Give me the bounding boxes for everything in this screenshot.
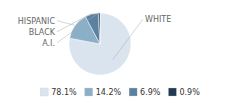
- pie-slice: [69, 13, 131, 75]
- legend-item: 78.1%: [40, 88, 77, 97]
- legend-label: 78.1%: [51, 88, 77, 97]
- legend-item: 14.2%: [85, 88, 122, 97]
- leader-line: [57, 21, 75, 25]
- slice-label: A.I.: [42, 39, 55, 48]
- chart: HISPANIC BLACK A.I. WHITE 78.1% 14.2% 6.9% 0.9%: [0, 0, 240, 100]
- legend-swatch: [85, 88, 93, 96]
- slice-label: BLACK: [29, 28, 56, 37]
- legend-label: 6.9%: [140, 88, 161, 97]
- legend-item: 6.9%: [129, 88, 161, 97]
- legend-swatch: [40, 88, 48, 96]
- leader-line: [57, 12, 99, 42]
- legend-label: 0.9%: [179, 88, 200, 97]
- legend-item: 0.9%: [168, 88, 200, 97]
- slice-label: HISPANIC: [18, 17, 56, 26]
- legend-swatch: [129, 88, 137, 96]
- leader-line: [113, 19, 143, 59]
- legend-swatch: [168, 88, 176, 96]
- pie-slice: [98, 13, 100, 44]
- pie: [69, 13, 131, 75]
- leader-line: [57, 14, 91, 32]
- slice-label: WHITE: [145, 15, 171, 24]
- legend: 78.1% 14.2% 6.9% 0.9%: [40, 88, 200, 97]
- annotations: HISPANIC BLACK A.I. WHITE: [18, 12, 171, 59]
- legend-label: 14.2%: [96, 88, 122, 97]
- pie-slice: [85, 13, 100, 44]
